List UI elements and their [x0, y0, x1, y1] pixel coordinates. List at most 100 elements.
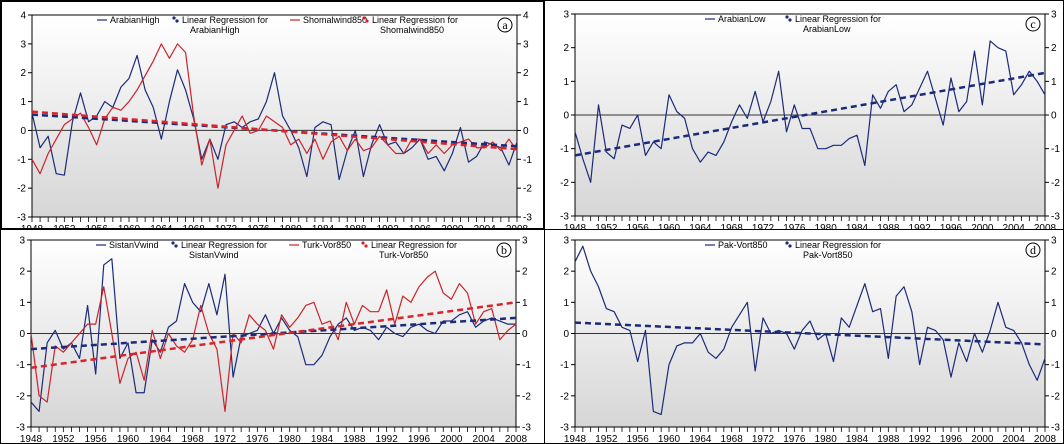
legend-swatch: [361, 241, 365, 245]
legend-swatch: [175, 19, 179, 23]
y-tick-label-right: 0: [522, 329, 528, 340]
legend-swatch: [788, 18, 792, 22]
y-tick-label-left: 1: [19, 298, 25, 309]
legend-swatch: [364, 244, 368, 248]
regression-line-Linear Regression for Turk-Vor850: [30, 301, 517, 370]
legend-swatch: [171, 241, 175, 245]
legend-label: Linear Regression for: [371, 240, 457, 250]
x-tick-label: 1972: [752, 434, 775, 443]
legend-label: ArabianLow: [718, 14, 766, 24]
y-tick-label-right: 2: [1051, 267, 1057, 278]
y-tick-label-left: 0: [20, 126, 26, 137]
panel-label-circle: [1025, 242, 1041, 258]
legend-swatch: [788, 244, 792, 248]
y-tick-label-right: 2: [522, 267, 528, 278]
x-tick-label: 1960: [117, 434, 140, 443]
legend-label: ArabianHigh: [190, 25, 240, 35]
y-tick-label-left: -1: [560, 360, 569, 371]
legend-label: SistanVwind: [189, 250, 239, 260]
x-tick-label: 1980: [280, 224, 303, 230]
x-tick-label: 1988: [344, 224, 367, 230]
plot-area: [32, 15, 517, 217]
legend-swatch: [785, 241, 789, 245]
x-tick-label: 1952: [595, 223, 618, 230]
y-tick-label-left: 0: [563, 111, 569, 122]
y-tick-label-right: -2: [523, 184, 532, 195]
chart-panel-a: -3 -3 -2 -2 -1 -1 0 0 1 1 2 2 3 3 4 4 1948 1952 1956 1960 19…: [0, 0, 545, 230]
x-tick-label: 1952: [52, 434, 75, 443]
x-tick-label: 1968: [183, 224, 206, 230]
y-tick-label-right: -1: [522, 360, 531, 371]
legend-label: Linear Regression for: [181, 240, 267, 250]
y-tick-label-left: 2: [19, 267, 25, 278]
x-tick-label: 1968: [182, 434, 205, 443]
x-tick-label: 1988: [343, 434, 366, 443]
y-tick-label-right: 0: [1051, 111, 1057, 122]
legend-swatch: [172, 16, 176, 20]
legend-label: Shomalwind850: [303, 15, 367, 25]
legend-swatch: [362, 16, 366, 20]
x-tick-label: 1976: [783, 223, 806, 230]
y-tick-label-right: -1: [523, 155, 532, 166]
y-tick-label-left: 2: [563, 43, 569, 54]
x-tick-label: 1956: [627, 434, 650, 443]
x-tick-label: 1976: [246, 434, 269, 443]
y-tick-label-left: -2: [560, 178, 569, 189]
y-tick-label-right: 0: [523, 126, 529, 137]
x-tick-label: 2004: [473, 434, 496, 443]
x-tick-label: 1948: [564, 223, 587, 230]
y-tick-label-left: -3: [17, 213, 26, 224]
y-tick-label-left: 2: [563, 267, 569, 278]
legend-swatch: [785, 15, 789, 19]
x-tick-label: 2000: [971, 223, 994, 230]
y-tick-label-right: 2: [1051, 43, 1057, 54]
x-tick-label: 1976: [247, 224, 270, 230]
x-tick-label: 2000: [971, 434, 994, 443]
legend-swatch: [365, 19, 369, 23]
x-tick-label: 2008: [1034, 434, 1057, 443]
x-tick-label: 1996: [940, 434, 963, 443]
y-tick-label-right: 2: [523, 68, 529, 79]
x-tick-label: 2004: [1003, 434, 1026, 443]
y-tick-label-left: 3: [19, 236, 25, 247]
x-tick-label: 1952: [595, 434, 618, 443]
y-tick-label-left: 0: [563, 329, 569, 340]
y-tick-label-left: -1: [17, 155, 26, 166]
legend-label: Linear Regression for: [795, 14, 881, 24]
x-tick-label: 2004: [1003, 223, 1026, 230]
x-tick-label: 1980: [279, 434, 302, 443]
y-tick-label-left: 2: [20, 68, 26, 79]
x-tick-label: 1948: [20, 434, 43, 443]
x-tick-label: 2004: [474, 224, 497, 230]
x-tick-label: 1980: [815, 223, 838, 230]
x-tick-label: 1964: [689, 434, 712, 443]
x-tick-label: 1956: [627, 223, 650, 230]
x-tick-label: 1960: [118, 224, 141, 230]
series-line-ArabianLow: [574, 40, 1046, 183]
y-tick-label-right: -2: [1051, 178, 1060, 189]
x-tick-label: 1996: [409, 224, 432, 230]
y-tick-label-right: 1: [1051, 77, 1057, 88]
y-tick-label-left: -1: [16, 360, 25, 371]
line-chart-a: -3 -3 -2 -2 -1 -1 0 0 1 1 2 2 3 3 4 4 1948 1952 1956 1960 19…: [17, 11, 532, 231]
regression-line-Linear Regression for Pak-Vort850: [574, 321, 1046, 346]
regression-line-Linear Regression for Shomalwind850: [31, 110, 518, 151]
legend-label: Linear Regression for: [182, 15, 268, 25]
y-tick-label-right: 3: [1051, 236, 1057, 247]
y-tick-label-left: 0: [19, 329, 25, 340]
x-tick-label: 2008: [1034, 223, 1057, 230]
x-tick-label: 1984: [846, 434, 869, 443]
x-tick-label: 2000: [440, 434, 463, 443]
x-tick-label: 1964: [689, 223, 712, 230]
series-line-Pak-Vort850: [574, 245, 1046, 416]
y-tick-label-right: -2: [522, 391, 531, 402]
x-tick-label: 1988: [877, 223, 900, 230]
legend-label: Turk-Vor850: [302, 240, 351, 250]
line-chart-b: -3 -3 -2 -2 -1 -1 0 0 1 1 2 2 3 3 1948 1952 1956 1960 1964…: [16, 236, 531, 444]
y-tick-label-right: 1: [523, 97, 529, 108]
panel-label: c: [1030, 17, 1035, 31]
series-line-Shomalwind850: [31, 43, 518, 189]
y-tick-label-right: -3: [1051, 423, 1060, 434]
panel-label-circle: [497, 17, 513, 33]
panel-label: b: [501, 243, 507, 257]
